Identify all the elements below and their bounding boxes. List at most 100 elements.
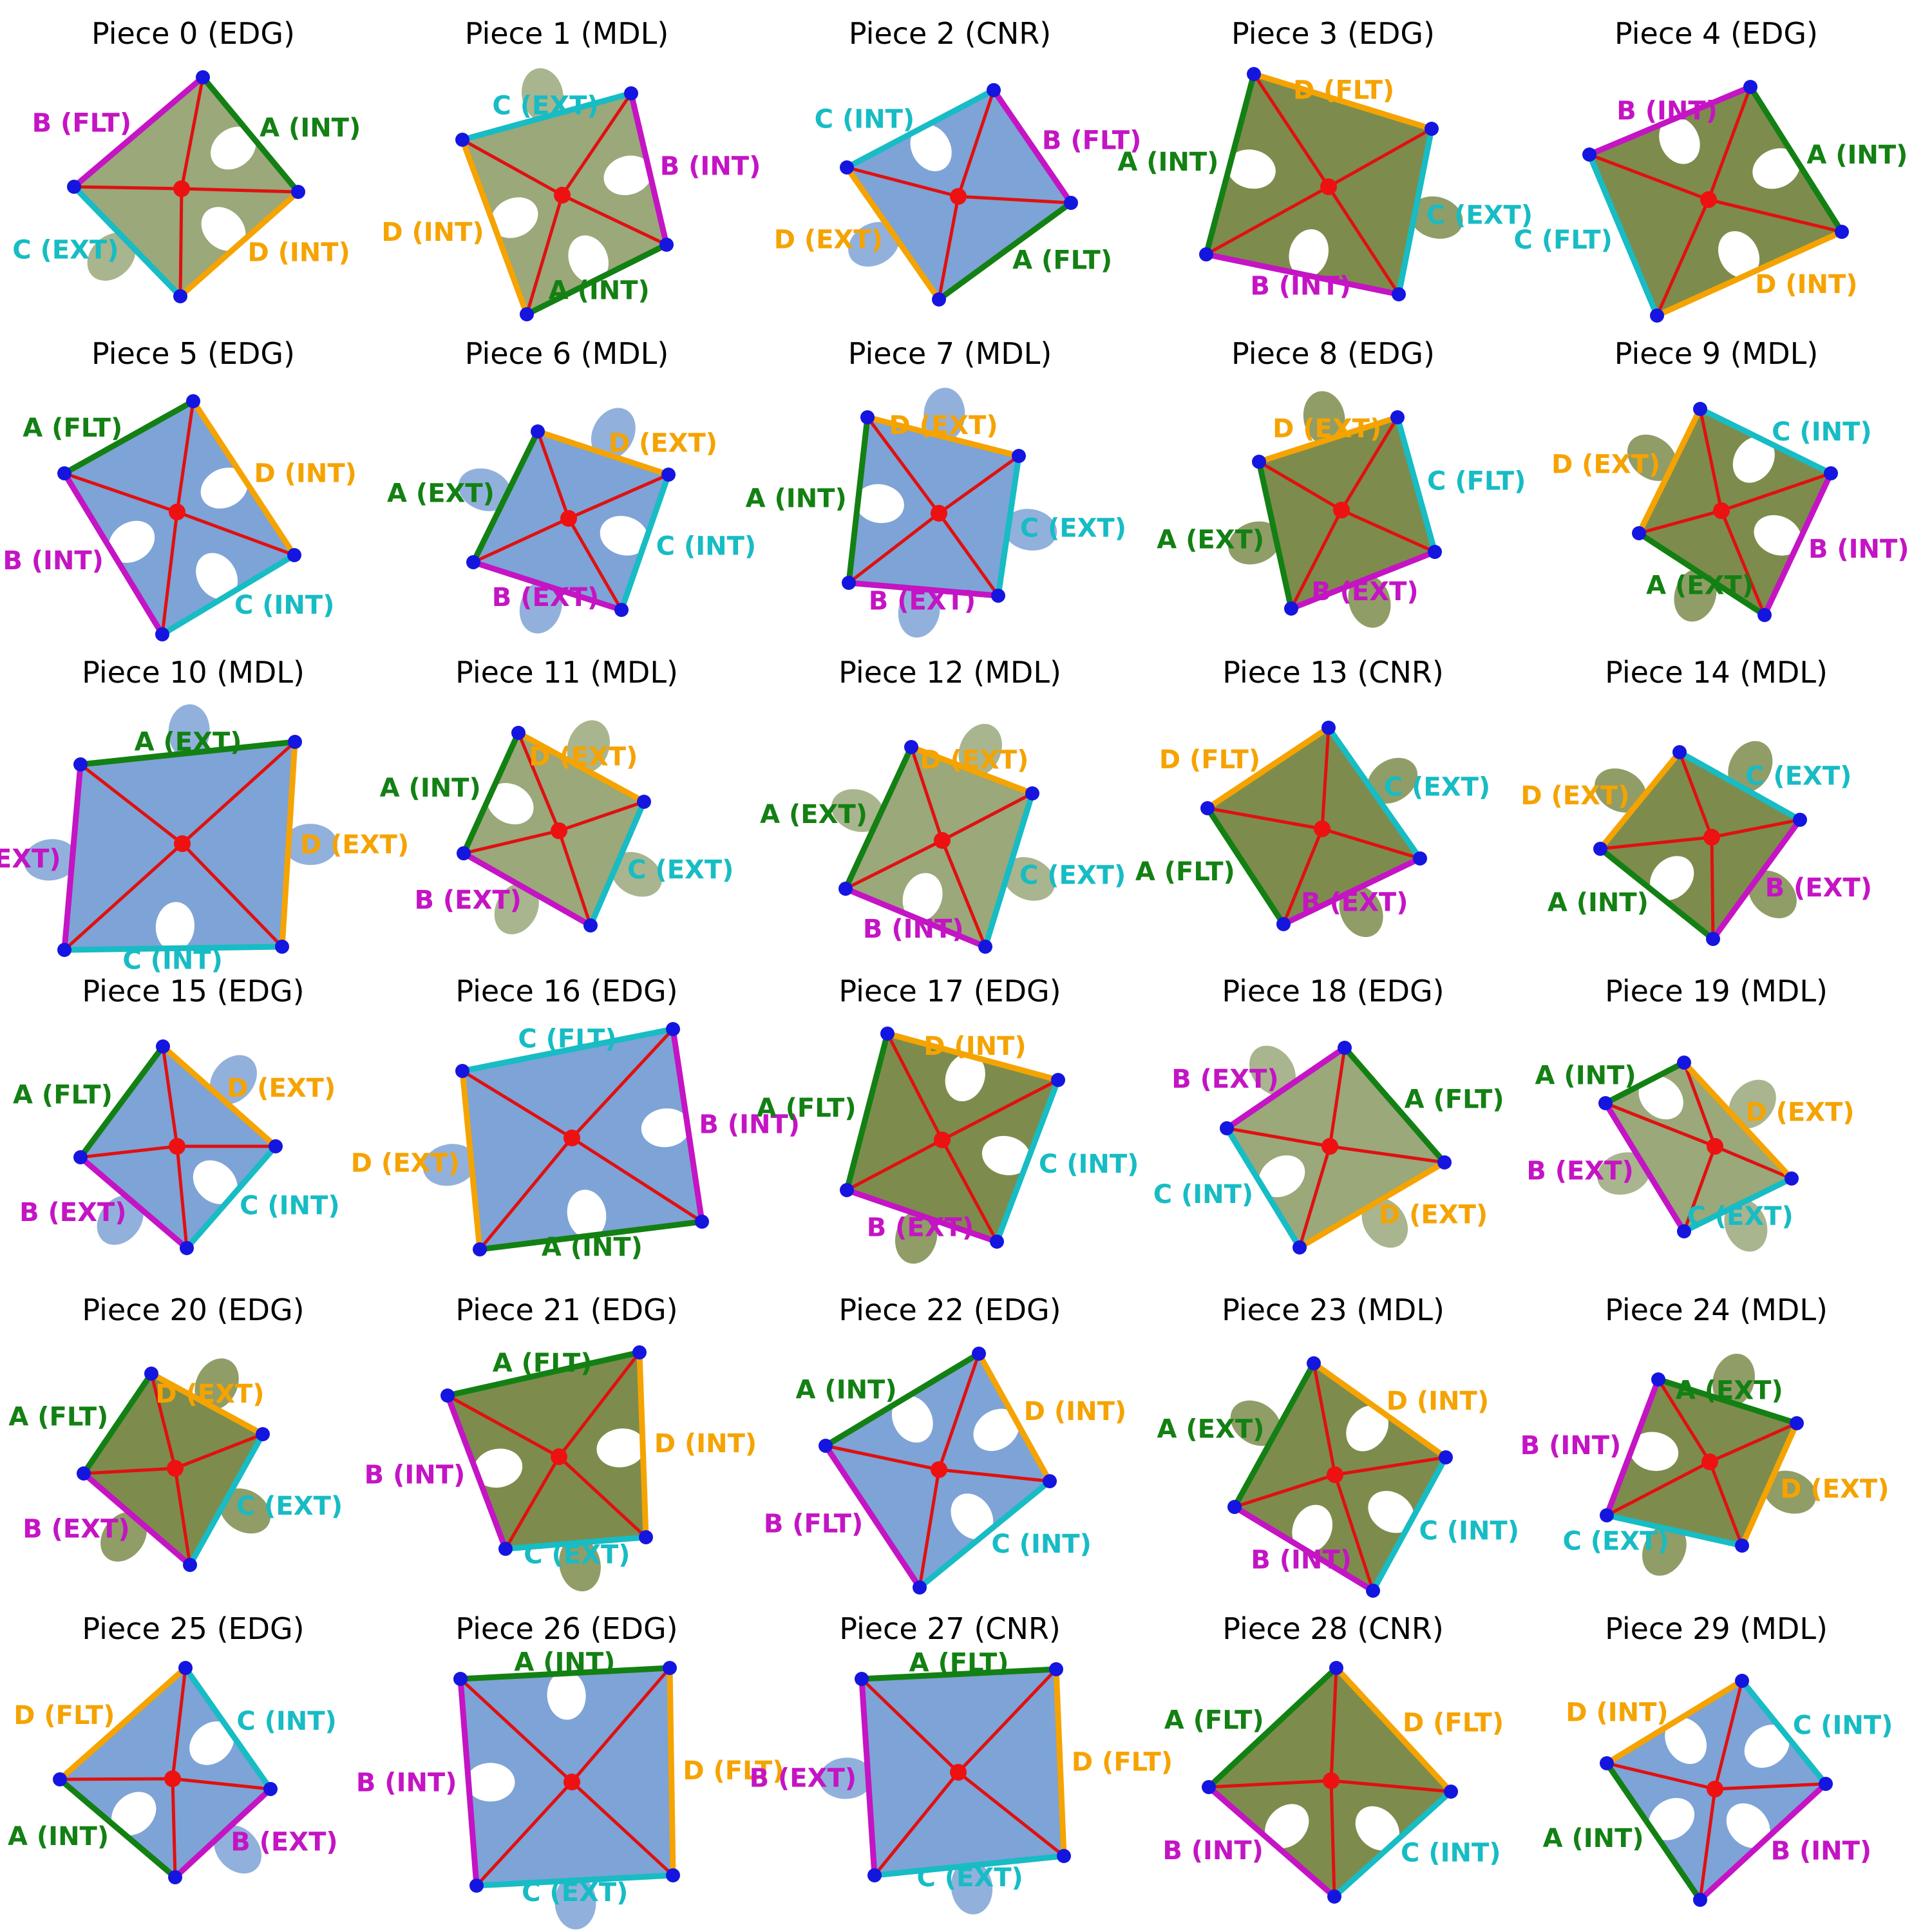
edge-label-d: D (INT) bbox=[247, 238, 350, 267]
spoke-line bbox=[79, 763, 184, 845]
corner-dot bbox=[1790, 1416, 1804, 1430]
corner-dot bbox=[1293, 1240, 1307, 1255]
corner-dot bbox=[275, 940, 289, 954]
spoke-line bbox=[80, 1144, 178, 1159]
corner-dot bbox=[1437, 1155, 1452, 1170]
spoke-line bbox=[160, 511, 179, 635]
spoke-line bbox=[1719, 510, 1766, 616]
piece-title: Piece 17 (EDG) bbox=[838, 974, 1061, 1009]
spoke-line bbox=[825, 1444, 940, 1472]
center-dot bbox=[551, 1448, 567, 1465]
piece-11: Piece 11 (MDL) A (INT) B (EXT) C (EXT) D (EX… bbox=[380, 655, 734, 934]
spoke-line bbox=[173, 1468, 192, 1566]
edge-d bbox=[1681, 1059, 1795, 1182]
blank-hole bbox=[596, 1428, 646, 1468]
corner-dot bbox=[1600, 1756, 1614, 1770]
spoke-line bbox=[181, 187, 299, 194]
corner-dot bbox=[1735, 1674, 1749, 1688]
spoke-line bbox=[1329, 1144, 1445, 1164]
edge-d bbox=[515, 730, 647, 805]
spoke-line bbox=[1721, 471, 1832, 513]
tab-knob bbox=[214, 1824, 261, 1874]
edge-c bbox=[587, 799, 647, 929]
edge-label-b: B (INT) bbox=[1250, 271, 1351, 301]
corner-dot bbox=[1819, 1777, 1833, 1791]
blank-hole bbox=[466, 1763, 515, 1802]
corner-dot bbox=[1247, 67, 1261, 81]
center-dot bbox=[950, 1764, 967, 1781]
spoke-line bbox=[1208, 1779, 1332, 1789]
blank-hole bbox=[1292, 1504, 1333, 1553]
corner-dot bbox=[196, 70, 210, 84]
blank-hole bbox=[193, 1160, 238, 1204]
edge-label-d: D (INT) bbox=[254, 459, 357, 488]
piece-29: Piece 29 (MDL) A (INT) B (INT) C (INT) D (IN… bbox=[1543, 1611, 1893, 1907]
corner-dot bbox=[987, 83, 1001, 97]
center-dot bbox=[1713, 502, 1730, 519]
spoke-line bbox=[860, 1678, 960, 1774]
edge-d bbox=[1296, 1159, 1448, 1251]
piece-title: Piece 15 (EDG) bbox=[82, 974, 304, 1009]
spoke-line bbox=[571, 1667, 671, 1783]
spoke-line bbox=[1327, 127, 1433, 189]
corner-dot bbox=[1735, 1539, 1749, 1553]
edge-label-a: A (INT) bbox=[542, 1233, 643, 1262]
edge-label-c: C (INT) bbox=[240, 1191, 340, 1220]
spoke-line bbox=[1205, 185, 1330, 256]
edge-b bbox=[844, 1187, 1000, 1245]
spoke-line bbox=[463, 829, 560, 855]
spoke-line bbox=[1340, 416, 1399, 511]
edge-label-b: B (FLT) bbox=[32, 109, 131, 138]
corner-dot bbox=[838, 882, 853, 896]
corner-dot bbox=[1227, 1500, 1242, 1514]
corner-dot bbox=[639, 1530, 653, 1544]
edge-label-b: B (EXT) bbox=[867, 1213, 974, 1242]
blank-hole bbox=[200, 468, 248, 509]
edge-label-c: C (INT) bbox=[234, 591, 335, 620]
piece-8: Piece 8 (EDG) A (EXT) B (EXT) C (FLT) D (EXT… bbox=[1157, 336, 1526, 628]
edge-label-c: C (EXT) bbox=[917, 1863, 1023, 1893]
edge-label-b: B (INT) bbox=[365, 1460, 466, 1490]
blank-hole bbox=[603, 155, 652, 196]
corner-dot bbox=[73, 1150, 88, 1164]
corner-dot bbox=[287, 548, 301, 562]
edge-label-a: A (INT) bbox=[260, 113, 361, 143]
piece-body bbox=[462, 1029, 702, 1249]
corner-dot bbox=[1199, 247, 1213, 261]
center-dot bbox=[564, 1774, 580, 1790]
spoke-line bbox=[175, 401, 195, 513]
edge-label-d: D (INT) bbox=[1566, 1698, 1668, 1728]
spoke-line bbox=[1589, 153, 1709, 202]
corner-dot bbox=[904, 740, 918, 754]
tab-knob bbox=[567, 720, 610, 773]
edge-a bbox=[457, 1665, 673, 1682]
tab-knob bbox=[1409, 196, 1463, 239]
piece-20: Piece 20 (EDG) A (FLT) B (EXT) C (EXT) D (EX… bbox=[8, 1293, 343, 1572]
piece-title: Piece 28 (CNR) bbox=[1222, 1611, 1444, 1646]
edge-label-d: D (EXT) bbox=[1273, 414, 1381, 444]
piece-title: Piece 18 (EDG) bbox=[1222, 974, 1444, 1009]
corner-dot bbox=[457, 846, 471, 860]
edge-c bbox=[982, 790, 1036, 950]
edge-c bbox=[844, 87, 997, 171]
edge-b bbox=[846, 580, 1001, 599]
edge-a bbox=[57, 1776, 178, 1880]
corner-dot bbox=[1220, 1121, 1234, 1135]
corner-dot bbox=[913, 1580, 927, 1595]
spoke-line bbox=[1258, 460, 1343, 512]
edge-label-a: A (INT) bbox=[796, 1376, 897, 1405]
spoke-line bbox=[938, 1468, 1050, 1483]
tab-knob bbox=[895, 1210, 938, 1264]
corner-dot bbox=[256, 1427, 270, 1441]
tab-knob bbox=[522, 68, 564, 122]
spoke-line bbox=[516, 732, 561, 831]
spoke-line bbox=[176, 510, 295, 557]
piece-title: Piece 26 (EDG) bbox=[455, 1611, 677, 1646]
piece-0: Piece 0 (EDG) A (INT) B (FLT) C (EXT) D (INT… bbox=[12, 16, 361, 303]
edge-label-c: C (FLT) bbox=[1514, 225, 1613, 255]
edge-a bbox=[1597, 846, 1716, 942]
edge-label-a: A (EXT) bbox=[1646, 571, 1754, 601]
spoke-line bbox=[1289, 509, 1343, 610]
piece-3: Piece 3 (EDG) A (INT) B (INT) C (EXT) D (FLT… bbox=[1117, 16, 1533, 301]
edge-label-b: B (INT) bbox=[356, 1768, 457, 1798]
